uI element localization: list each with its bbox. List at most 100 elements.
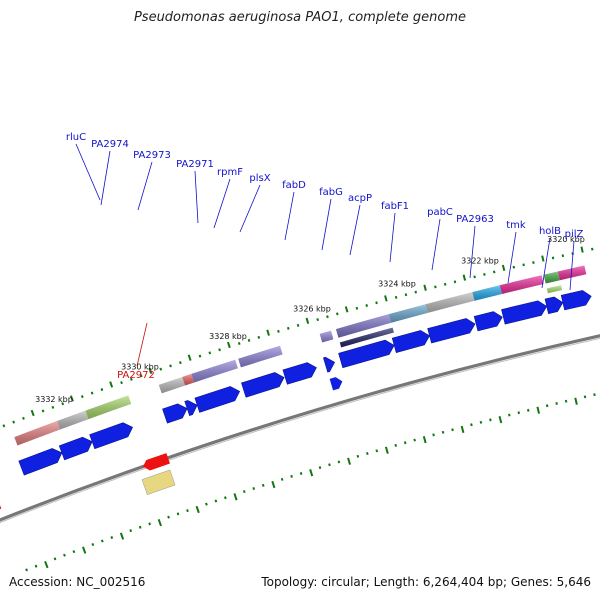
gene-leader-line [431, 218, 441, 271]
gene-label-pa2963: PA2963 [456, 214, 494, 225]
annotation-bar-shade [472, 285, 502, 301]
cds-arrow [18, 448, 63, 476]
gene-leader-line [100, 150, 111, 206]
outer-tick [492, 270, 496, 274]
inner-tick [422, 435, 427, 444]
inner-tick [489, 418, 492, 422]
annotation-bar-shade [57, 410, 89, 430]
inner-tick [34, 564, 38, 568]
outer-tick [69, 395, 74, 402]
inner-tick [593, 393, 596, 397]
inner-tick [290, 474, 293, 478]
annotation-bar-shade [191, 359, 238, 383]
gene-label-fabd: fabD [282, 180, 306, 191]
gene-label-pa2973: PA2973 [133, 150, 171, 161]
outer-tick [12, 420, 16, 424]
outer-tick [187, 354, 192, 361]
outer-tick [355, 306, 359, 310]
outer-tick [414, 290, 418, 294]
gene-leader-line [239, 184, 261, 233]
gene-label-pa2972: PA2972 [117, 370, 155, 381]
gene-label-rluc: rluC [66, 132, 86, 143]
outer-tick [541, 255, 545, 262]
annotation-bar-shade [543, 271, 560, 284]
inner-tick [384, 446, 389, 454]
gene-leader-line [469, 225, 476, 279]
outer-tick [501, 264, 506, 272]
outer-tick [443, 282, 447, 286]
edge-cds-bar [0, 505, 2, 510]
outer-tick [286, 326, 290, 330]
annotation-bar-shade [425, 292, 475, 313]
outer-tick [434, 285, 437, 289]
inner-tick [413, 438, 416, 442]
inner-tick [356, 454, 360, 458]
inner-tick [328, 463, 331, 467]
outer-tick [120, 381, 123, 385]
inner-tick [517, 411, 521, 415]
inner-tick [508, 413, 511, 417]
inner-tick [545, 404, 549, 408]
inner-tick [536, 406, 541, 414]
outer-tick [483, 272, 486, 276]
gene-leader-line [137, 161, 153, 211]
outer-tick [394, 295, 398, 299]
outer-tick [344, 306, 349, 313]
outer-tick [148, 367, 153, 375]
length-label: Length: [373, 575, 420, 589]
gene-label-pilz: pilZ [565, 229, 584, 240]
outer-tick [139, 374, 143, 378]
accession-label: Accession: [9, 575, 73, 589]
gene-leader-line [541, 237, 551, 289]
annotation-bar-shade [85, 395, 132, 420]
outer-tick [462, 274, 467, 281]
cds-arrow [89, 422, 133, 450]
outer-tick [532, 261, 535, 264]
outer-tick [473, 275, 476, 279]
genes-value: 5,646 [556, 575, 591, 589]
cds-arrow [194, 386, 241, 413]
cds-arrow [391, 330, 430, 353]
tick-dots-layer [2, 246, 596, 572]
inner-tick [195, 505, 200, 514]
outer-tick [561, 254, 565, 258]
inner-tick [403, 441, 407, 445]
outer-tick [365, 304, 369, 307]
outer-tick [423, 284, 427, 291]
inner-tick [148, 522, 151, 526]
gene-leader-line [321, 198, 332, 251]
inner-tick [375, 449, 379, 453]
gene-label-rpmf: rpmF [217, 167, 243, 178]
gene-leader-line [213, 178, 231, 229]
inner-tick [214, 499, 218, 503]
inner-tick [479, 420, 483, 424]
inner-tick [205, 502, 208, 506]
outer-tick [129, 377, 133, 381]
gene-label-pa2974: PA2974 [91, 139, 129, 150]
inner-tick [72, 550, 76, 554]
cds-arrow [58, 436, 93, 461]
inner-tick [280, 477, 284, 481]
outer-tick [2, 424, 6, 428]
outer-tick [208, 351, 212, 355]
inner-tick [224, 496, 227, 500]
labels-layer: 3332 kbp 3330 kbp 3328 kbp 3326 kbp 3324 kbp… [35, 132, 585, 404]
gene-label-fabf1: fabF1 [381, 201, 409, 212]
inner-tick [242, 490, 246, 494]
inner-tick [470, 423, 473, 427]
map-title: Pseudomonas aeruginosa PAO1, complete ge… [133, 10, 467, 25]
kbp-tick-label: 3322 kbp [461, 257, 499, 266]
outer-tick [551, 256, 555, 260]
kbp-tick-label: 3326 kbp [293, 305, 331, 314]
reverse-feature-bar [141, 469, 176, 496]
outer-tick [305, 317, 310, 324]
gene-leader-line [284, 191, 295, 241]
cds-arrow [544, 296, 564, 315]
inner-tick [583, 395, 587, 399]
inner-tick [394, 443, 398, 447]
length-value: 6,264,404 bp [422, 575, 503, 589]
kbp-tick-label: 3332 kbp [35, 395, 73, 404]
outer-tick [169, 364, 172, 368]
kbp-tick-label: 3324 kbp [378, 279, 416, 288]
outer-tick [316, 318, 319, 322]
